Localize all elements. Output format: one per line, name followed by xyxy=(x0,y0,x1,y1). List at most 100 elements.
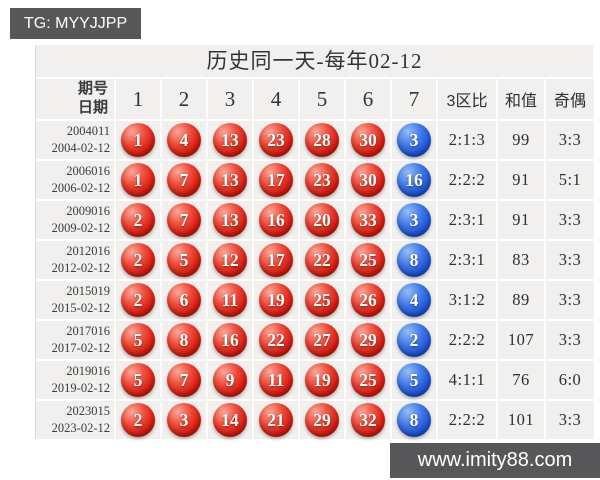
red-ball-cell: 25 xyxy=(300,281,344,319)
red-ball-cell: 32 xyxy=(346,401,390,439)
red-ball-cell: 4 xyxy=(162,121,206,159)
blue-ball: 8 xyxy=(397,243,431,277)
red-ball-cell: 22 xyxy=(300,241,344,279)
odd-even-cell: 5:1 xyxy=(546,161,594,199)
red-ball: 12 xyxy=(213,243,247,277)
blue-ball: 3 xyxy=(397,123,431,157)
issue-header-label: 期号 xyxy=(77,80,108,98)
page-title: 历史同一天-每年02-12 xyxy=(36,45,593,77)
red-ball: 32 xyxy=(351,403,385,437)
draw-date: 2006-02-12 xyxy=(51,181,110,195)
red-ball-cell: 8 xyxy=(162,321,206,359)
draw-date: 2023-02-12 xyxy=(51,421,110,435)
issue-date-cell: 2004011 2004-02-12 xyxy=(36,121,114,159)
blue-ball-cell: 3 xyxy=(392,121,436,159)
red-ball-cell: 7 xyxy=(162,201,206,239)
red-ball: 9 xyxy=(213,363,247,397)
blue-ball: 5 xyxy=(397,363,431,397)
blue-ball: 8 xyxy=(397,403,431,437)
red-ball: 19 xyxy=(305,363,339,397)
issue-number: 2012016 xyxy=(66,244,110,259)
red-ball-cell: 30 xyxy=(346,161,390,199)
blue-ball: 4 xyxy=(397,283,431,317)
blue-ball-cell: 4 xyxy=(392,281,436,319)
red-ball: 21 xyxy=(259,403,293,437)
red-ball-cell: 13 xyxy=(208,201,252,239)
issue-number: 2015019 xyxy=(66,284,110,299)
red-ball: 17 xyxy=(259,163,293,197)
issue-date-cell: 2012016 2012-02-12 xyxy=(36,241,114,279)
red-ball: 2 xyxy=(121,403,155,437)
red-ball-cell: 25 xyxy=(346,241,390,279)
sum-cell: 107 xyxy=(498,321,544,359)
red-ball: 11 xyxy=(213,283,247,317)
red-ball: 17 xyxy=(259,243,293,277)
sum-cell: 91 xyxy=(498,161,544,199)
issue-number: 2017016 xyxy=(66,324,110,339)
red-ball: 1 xyxy=(121,123,155,157)
red-ball-cell: 27 xyxy=(300,321,344,359)
red-ball-cell: 21 xyxy=(254,401,298,439)
blue-ball-cell: 2 xyxy=(392,321,436,359)
blue-ball-cell: 16 xyxy=(392,161,436,199)
red-ball: 19 xyxy=(259,283,293,317)
red-ball-cell: 19 xyxy=(300,361,344,399)
red-ball-cell: 23 xyxy=(254,121,298,159)
red-ball: 27 xyxy=(305,323,339,357)
zone-ratio-cell: 2:3:1 xyxy=(438,201,496,239)
red-ball: 16 xyxy=(213,323,247,357)
red-ball: 7 xyxy=(167,363,201,397)
red-ball-cell: 28 xyxy=(300,121,344,159)
red-ball-cell: 17 xyxy=(254,161,298,199)
zone-ratio-cell: 2:1:3 xyxy=(438,121,496,159)
zone-ratio-cell: 2:3:1 xyxy=(438,241,496,279)
red-ball: 13 xyxy=(213,123,247,157)
red-ball: 30 xyxy=(351,123,385,157)
red-ball-cell: 7 xyxy=(162,161,206,199)
red-ball: 33 xyxy=(351,203,385,237)
issue-number: 2023015 xyxy=(66,404,110,419)
red-ball-cell: 33 xyxy=(346,201,390,239)
issue-date-cell: 2017016 2017-02-12 xyxy=(36,321,114,359)
column-header-ball-4: 4 xyxy=(254,79,298,119)
red-ball: 22 xyxy=(259,323,293,357)
column-header-stat-1: 和值 xyxy=(498,79,544,119)
red-ball-cell: 14 xyxy=(208,401,252,439)
draw-date: 2015-02-12 xyxy=(51,301,110,315)
red-ball: 3 xyxy=(167,403,201,437)
odd-even-cell: 3:3 xyxy=(546,121,594,159)
blue-ball-cell: 8 xyxy=(392,241,436,279)
red-ball-cell: 20 xyxy=(300,201,344,239)
red-ball: 5 xyxy=(167,243,201,277)
zone-ratio-cell: 2:2:2 xyxy=(438,161,496,199)
zone-ratio-cell: 2:2:2 xyxy=(438,401,496,439)
red-ball-cell: 22 xyxy=(254,321,298,359)
red-ball-cell: 5 xyxy=(116,321,160,359)
red-ball: 7 xyxy=(167,163,201,197)
red-ball-cell: 13 xyxy=(208,161,252,199)
date-header-label: 日期 xyxy=(77,99,108,116)
red-ball-cell: 7 xyxy=(162,361,206,399)
red-ball: 25 xyxy=(351,363,385,397)
sum-cell: 101 xyxy=(498,401,544,439)
history-table: 期号 日期 1 2 3 4 5 6 7 3区比 和值 奇偶 2004011 2004-02-12 1 4 1… xyxy=(36,79,594,439)
red-ball: 16 xyxy=(259,203,293,237)
red-ball-cell: 9 xyxy=(208,361,252,399)
red-ball: 14 xyxy=(213,403,247,437)
column-header-ball-5: 5 xyxy=(300,79,344,119)
column-header-stat-0: 3区比 xyxy=(438,79,496,119)
blue-ball: 2 xyxy=(397,323,431,357)
sum-cell: 89 xyxy=(498,281,544,319)
red-ball: 2 xyxy=(121,283,155,317)
issue-date-cell: 2019016 2019-02-12 xyxy=(36,361,114,399)
issue-date-cell: 2006016 2006-02-12 xyxy=(36,161,114,199)
red-ball: 11 xyxy=(259,363,293,397)
red-ball: 29 xyxy=(351,323,385,357)
issue-date-cell: 2015019 2015-02-12 xyxy=(36,281,114,319)
zone-ratio-cell: 2:2:2 xyxy=(438,321,496,359)
sum-cell: 76 xyxy=(498,361,544,399)
zone-ratio-cell: 4:1:1 xyxy=(438,361,496,399)
odd-even-cell: 3:3 xyxy=(546,241,594,279)
sum-cell: 99 xyxy=(498,121,544,159)
issue-number: 2006016 xyxy=(66,164,110,179)
